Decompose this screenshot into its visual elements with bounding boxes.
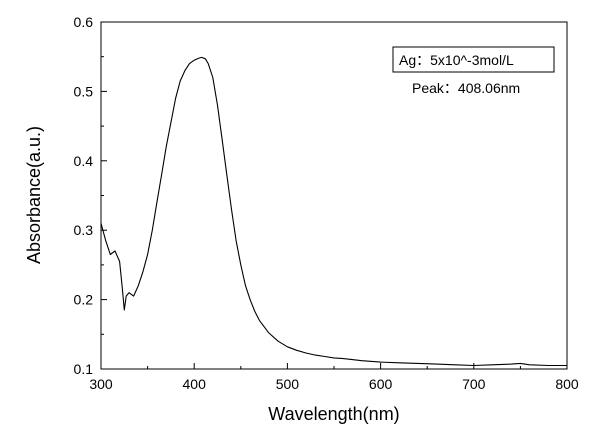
axis-tick-labels: 300 400 500 600 700 800 0.1 0.2 0.3 0.4 0.5 0.6 [74, 14, 579, 392]
axis-ticks [100, 21, 568, 370]
x-axis-title: Wavelength(nm) [268, 404, 399, 424]
peak-annotation: Peak：408.06nm [412, 80, 520, 96]
x-tick-label: 800 [555, 376, 579, 392]
x-tick-label: 600 [369, 376, 393, 392]
y-tick-label: 0.2 [74, 292, 94, 308]
y-tick-label: 0.6 [74, 14, 94, 30]
plot-frame [100, 21, 568, 370]
absorbance-series-line [100, 56, 567, 367]
legend-concentration: Ag：5x10^-3mol/L [399, 52, 514, 68]
x-tick-label: 300 [89, 376, 113, 392]
y-tick-label: 0.3 [74, 222, 94, 238]
y-tick-label: 0.1 [74, 361, 94, 377]
y-tick-label: 0.4 [74, 153, 94, 169]
legend-box: Ag：5x10^-3mol/L [392, 46, 555, 73]
y-axis-title: Absorbance(a.u.) [24, 126, 44, 264]
y-tick-label: 0.5 [74, 83, 94, 99]
x-tick-label: 500 [276, 376, 300, 392]
x-tick-label: 400 [183, 376, 207, 392]
legend-frame [392, 46, 555, 73]
x-tick-label: 700 [462, 376, 486, 392]
series-group [100, 56, 567, 367]
